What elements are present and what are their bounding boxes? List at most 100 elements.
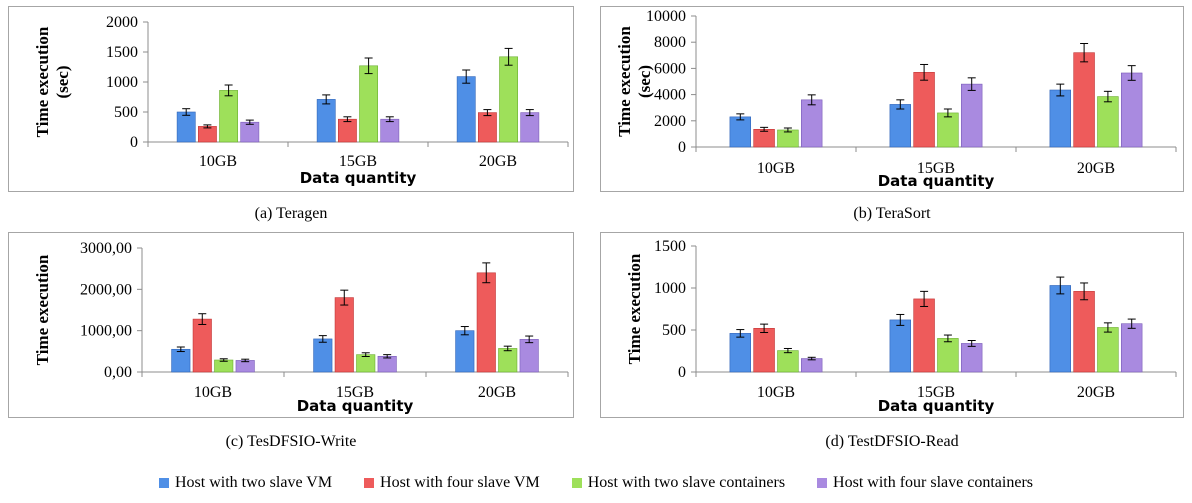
y-tick-label: 0,00 <box>104 364 132 381</box>
caption-dfsio-write: (c) TesDFSIO-Write <box>225 433 357 450</box>
bar <box>729 333 751 373</box>
x-tick-label: 20GB <box>478 384 516 401</box>
x-tick-label: 10GB <box>194 384 232 401</box>
x-tick-label: 10GB <box>757 160 795 177</box>
bar <box>520 112 540 143</box>
x-axis-label: Data quantity <box>878 397 995 415</box>
y-tick-label: 1000 <box>106 74 138 91</box>
bar <box>753 129 775 148</box>
y-tick-label: 1500 <box>106 44 138 61</box>
y-tick-label: 6000 <box>654 60 686 77</box>
bar <box>219 90 239 143</box>
legend-label: Host with four slave containers <box>833 474 1033 491</box>
x-tick-label: 10GB <box>757 384 795 401</box>
y-tick-label: 500 <box>662 322 686 339</box>
bar <box>801 358 823 373</box>
bar <box>1049 285 1071 373</box>
bar <box>753 328 775 373</box>
bar <box>192 318 212 373</box>
legend-swatch <box>364 478 375 488</box>
legend-swatch <box>571 478 582 488</box>
bar <box>377 355 397 373</box>
legend-label: Host with two slave containers <box>587 474 786 491</box>
legend-item: Host with four slave VM <box>364 474 540 492</box>
bar <box>1049 89 1071 148</box>
bar <box>498 348 518 373</box>
bar <box>519 339 539 373</box>
bar <box>777 129 799 148</box>
bar <box>889 319 911 373</box>
bar <box>960 343 983 373</box>
bar <box>198 126 217 143</box>
legend-swatch <box>817 478 828 488</box>
x-tick-label: 15GB <box>917 160 955 177</box>
bar <box>1097 96 1119 148</box>
bar <box>913 298 935 373</box>
x-axis-label: Data quantity <box>297 397 414 415</box>
bar <box>359 65 379 143</box>
y-tick-label: 8000 <box>654 34 686 51</box>
bar <box>380 118 400 143</box>
y-tick-label: 500 <box>114 104 138 121</box>
bar <box>171 348 191 373</box>
bar <box>476 272 496 373</box>
bar <box>313 338 333 373</box>
legend-item: Host with two slave VM <box>159 474 332 492</box>
x-tick-label: 20GB <box>1077 384 1115 401</box>
x-tick-label: 10GB <box>199 153 237 170</box>
bar <box>913 72 935 148</box>
bar <box>356 354 376 373</box>
bar <box>1073 52 1095 148</box>
y-tick-label: 1000 <box>654 280 686 297</box>
y-axis-label: Time execution <box>33 254 52 365</box>
bar <box>316 99 336 143</box>
legend-label: Host with two slave VM <box>175 474 333 491</box>
bar <box>456 76 476 143</box>
legend-item: Host with four slave containers <box>817 474 1033 492</box>
x-axis-label: Data quantity <box>878 172 995 190</box>
y-tick-label: 4000 <box>654 87 686 104</box>
bar <box>729 116 751 148</box>
legend: Host with two slave VM Host with four sl… <box>0 474 1192 492</box>
x-tick-label: 20GB <box>479 153 517 170</box>
bar <box>1097 327 1119 373</box>
y-tick-label: 10000 <box>646 8 686 25</box>
chart-panel-dfsio-write: 0,00 1000,00 2000,00 3000,00 Time execution 1… <box>8 232 574 418</box>
caption-teragen: (a) Teragen <box>254 205 328 222</box>
y-tick-label: 0 <box>678 364 686 381</box>
chart-frame <box>8 6 574 192</box>
bar <box>455 330 475 373</box>
chart-panel-terasort: 0 2000 4000 6000 8000 10000 Time execution(sec… <box>600 6 1184 192</box>
x-tick-label: 15GB <box>336 384 374 401</box>
bar <box>337 118 357 143</box>
caption-dfsio-read: (d) TestDFSIO-Read <box>825 433 959 450</box>
x-tick-label: 15GB <box>917 384 955 401</box>
legend-label: Host with four slave VM <box>380 474 540 491</box>
bar <box>214 359 234 373</box>
bar <box>1120 323 1143 373</box>
x-axis-label: Data quantity <box>300 169 417 187</box>
bar <box>960 83 983 148</box>
legend-swatch <box>159 478 169 488</box>
x-tick-label: 15GB <box>339 153 377 170</box>
y-tick-label: 1000,00 <box>80 323 132 340</box>
caption-terasort: (b) TeraSort <box>853 205 931 222</box>
y-tick-label: 0 <box>678 139 686 156</box>
bar <box>334 297 354 373</box>
y-tick-label: 3000,00 <box>80 240 132 257</box>
bar <box>1120 72 1143 148</box>
bar <box>801 99 823 148</box>
bar <box>240 121 260 143</box>
x-tick-label: 20GB <box>1077 160 1115 177</box>
y-tick-label: 2000 <box>654 113 686 130</box>
y-tick-label: 1500 <box>654 238 686 255</box>
bar <box>889 104 911 148</box>
bar <box>499 56 519 143</box>
chart-teragen: 0 500 1000 1500 2000 Time execution(sec) 10GB 1… <box>8 6 574 192</box>
bar <box>1073 291 1095 373</box>
bar <box>937 112 959 148</box>
chart-dfsio-write: 0,00 1000,00 2000,00 3000,00 Time execution 1… <box>8 232 574 418</box>
bar <box>176 111 196 143</box>
y-axis-label: Time execution <box>625 253 644 364</box>
